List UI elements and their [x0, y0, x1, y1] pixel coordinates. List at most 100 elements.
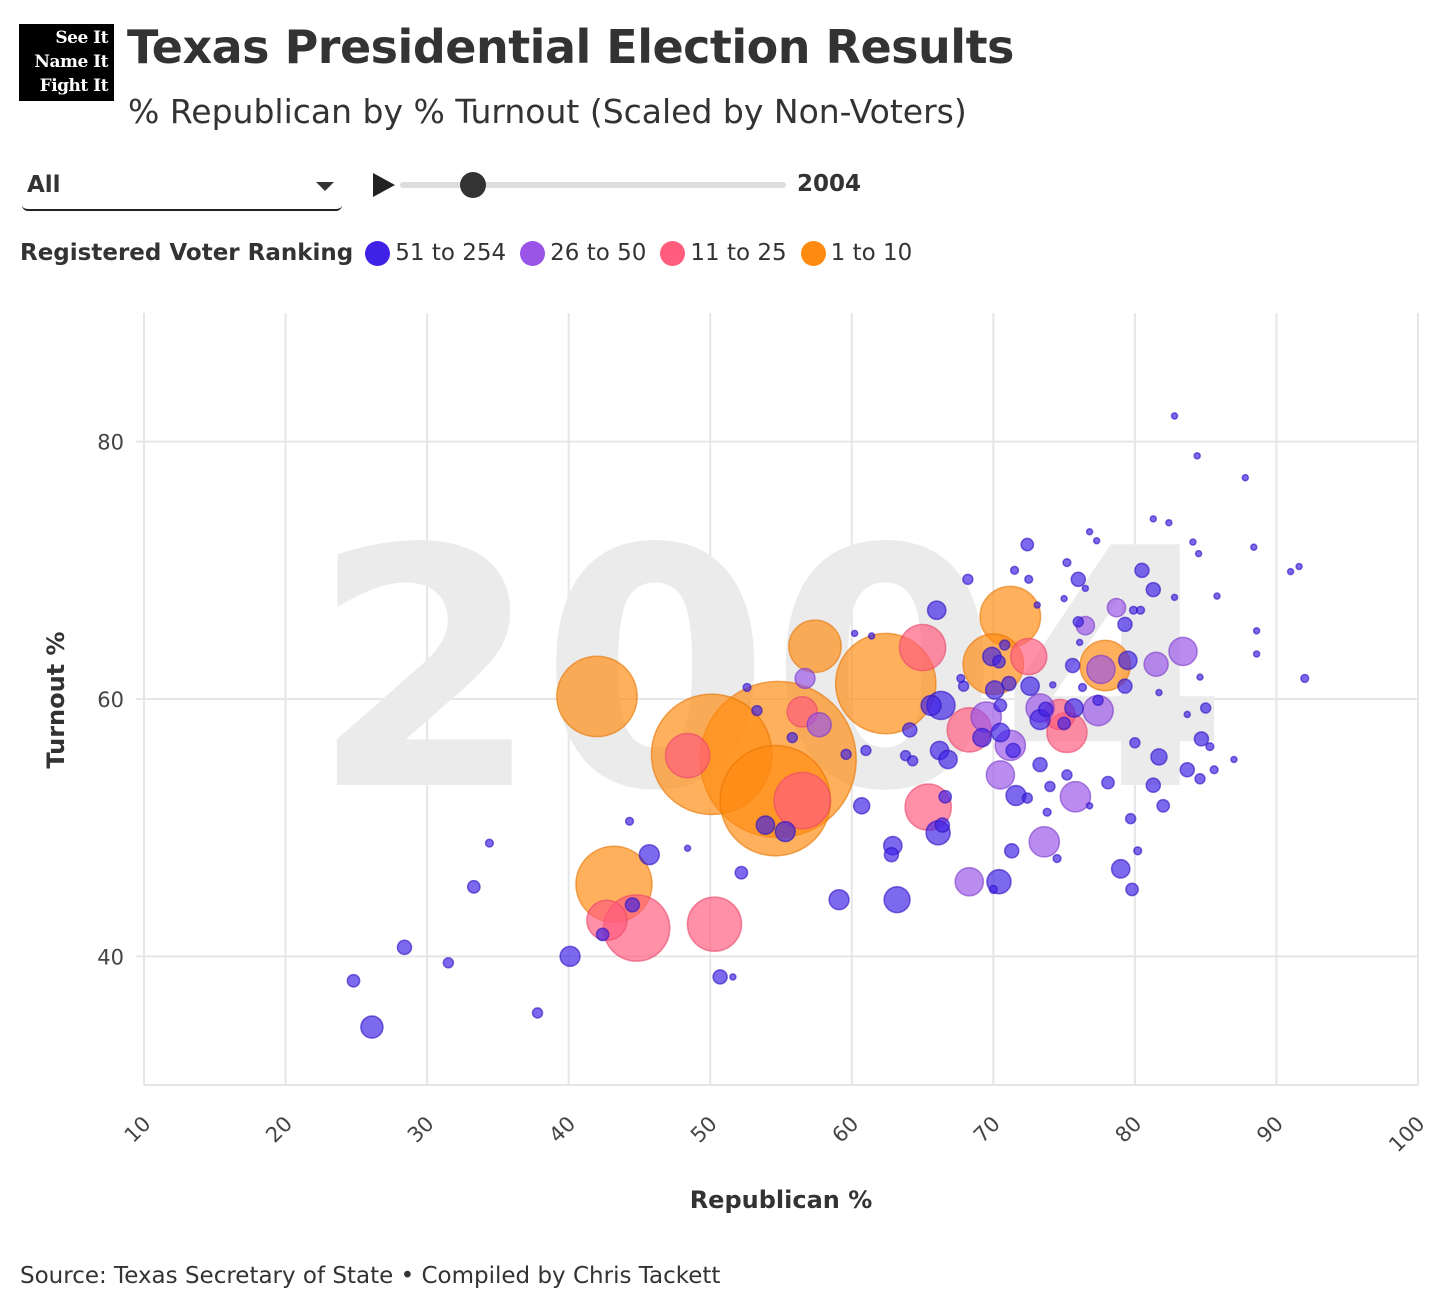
bubble [828, 889, 850, 911]
bubble [986, 868, 1012, 895]
logo-line: See It [55, 28, 108, 48]
bubble [938, 749, 958, 770]
bubble [1241, 473, 1250, 482]
bubble [712, 969, 728, 985]
bubble [1046, 711, 1088, 754]
bubble [1064, 698, 1084, 718]
bubble [734, 865, 749, 880]
bubble [1025, 693, 1055, 723]
legend-swatch [800, 240, 826, 266]
bubble [1020, 537, 1035, 552]
year-slider[interactable] [400, 172, 786, 198]
legend-swatch [520, 240, 546, 266]
chart-subtitle: % Republican by % Turnout (Scaled by Non… [128, 92, 967, 131]
bubble [860, 744, 872, 757]
bubble [466, 879, 481, 894]
bubble [926, 600, 947, 621]
y-tick-label: 80 [97, 431, 124, 455]
bubble [1085, 527, 1094, 536]
bubble [934, 817, 951, 833]
bubble [1250, 543, 1258, 551]
bubble [982, 646, 1002, 667]
bubble [484, 838, 495, 848]
bubble [1125, 882, 1139, 897]
bubble [346, 973, 361, 988]
bubble [1194, 773, 1206, 785]
bubble [994, 729, 1027, 762]
legend-title: Registered Voter Ranking [20, 240, 354, 266]
bubble [602, 894, 671, 962]
bubble [1070, 571, 1087, 588]
legend-swatch [660, 240, 686, 266]
bubble [1052, 853, 1062, 864]
play-icon[interactable] [373, 173, 395, 197]
bubble [1029, 708, 1051, 731]
bubble [988, 884, 998, 895]
bubble [956, 673, 966, 684]
bubble [1021, 792, 1034, 804]
bubble [1042, 807, 1052, 817]
x-tick-label: 30 [403, 1112, 439, 1148]
year-label: 2004 [797, 171, 862, 197]
bubble [1124, 812, 1137, 825]
bubble [586, 899, 628, 942]
bubble [1165, 518, 1173, 527]
x-tick-label: 100 [1384, 1112, 1429, 1157]
bubble [926, 690, 956, 721]
bubble [1170, 593, 1179, 602]
bubbles [346, 412, 1310, 1039]
bubble [979, 585, 1042, 648]
legend-label: 1 to 10 [830, 240, 913, 266]
bubble [1135, 605, 1146, 615]
bubble [556, 655, 638, 738]
bubble [751, 704, 763, 717]
bubble [786, 731, 799, 744]
bubble [970, 701, 1003, 733]
dropdown-value: All [27, 172, 61, 198]
bubble [1149, 515, 1158, 523]
bubble [1037, 701, 1054, 718]
grid [136, 313, 1419, 1086]
legend-item-11-25[interactable]: 11 to 25 [660, 240, 787, 266]
bubble [1072, 616, 1085, 628]
legend-item-26-50[interactable]: 26 to 50 [520, 240, 646, 266]
bubble [1020, 676, 1041, 697]
bubble [1059, 780, 1092, 813]
bubble [686, 896, 743, 952]
axis-ticks: 10 20 30 40 50 60 70 80 90 100 40 60 80 [97, 431, 1429, 1157]
bubble [786, 695, 819, 728]
bubble [575, 845, 653, 924]
bubble [1230, 755, 1238, 764]
bubble [990, 722, 1011, 743]
bubble [1213, 592, 1221, 600]
bubble [1085, 802, 1094, 810]
x-tick-label: 80 [1111, 1112, 1147, 1148]
filter-dropdown[interactable]: All [22, 166, 342, 211]
bubble [938, 789, 953, 804]
bubble [920, 694, 942, 717]
bubble [1061, 769, 1073, 781]
legend-item-1-10[interactable]: 1 to 10 [800, 240, 913, 266]
y-axis-label: Turnout % [42, 631, 70, 768]
bubble [1155, 688, 1163, 697]
bubble [1057, 716, 1072, 731]
bubble [867, 632, 876, 640]
bubble [1170, 412, 1179, 420]
bubble [773, 771, 832, 830]
bubble [1117, 616, 1133, 633]
bubble [1082, 694, 1114, 727]
bubble [902, 722, 918, 738]
bubble [1196, 673, 1204, 681]
bubble [906, 754, 919, 767]
bubble [1028, 825, 1061, 858]
bubble [1183, 710, 1192, 719]
legend-item-51-254[interactable]: 51 to 254 [365, 240, 506, 266]
bubble [638, 843, 661, 866]
bubble [957, 680, 970, 692]
bubble [1033, 601, 1041, 609]
bubble [1044, 780, 1056, 793]
bubble [962, 633, 1025, 696]
slider-handle[interactable] [460, 172, 487, 198]
bubble [1205, 741, 1215, 752]
bubble [1286, 567, 1295, 576]
